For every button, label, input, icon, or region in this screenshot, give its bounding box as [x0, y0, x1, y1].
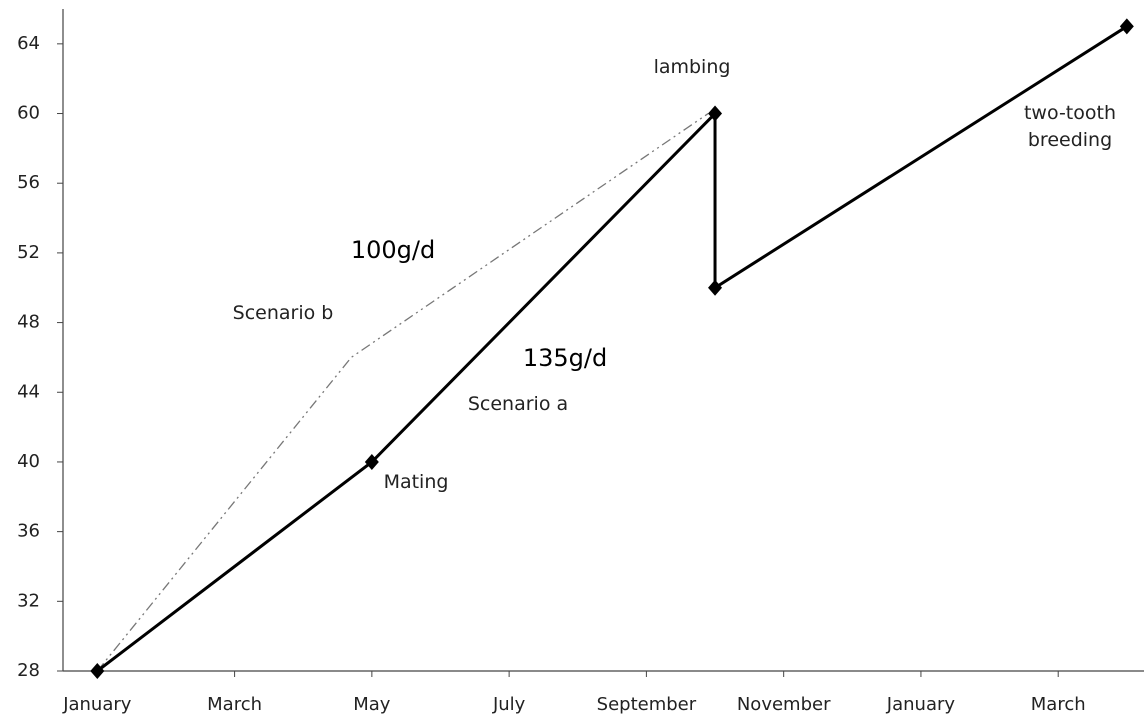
- y-tick-label: 52: [17, 242, 40, 263]
- x-tick-label: March: [207, 694, 262, 715]
- annotation: lambing: [653, 56, 731, 78]
- marker: [708, 279, 723, 296]
- y-tick-label: 40: [17, 451, 40, 472]
- y-tick-label: 32: [17, 590, 40, 611]
- x-tick-label: September: [597, 694, 697, 715]
- y-tick-label: 28: [17, 660, 40, 681]
- marker: [364, 453, 379, 470]
- marker: [1119, 18, 1134, 35]
- y-tick-label: 64: [17, 33, 40, 54]
- annotation: two-tooth breeding: [1023, 102, 1116, 151]
- y-tick-label: 44: [17, 381, 40, 402]
- annotation: 135g/d: [522, 344, 608, 372]
- x-tick-label: March: [1031, 694, 1086, 715]
- series-label: Scenario b: [232, 302, 334, 324]
- series-label: Scenario a: [467, 393, 569, 415]
- marker: [708, 105, 723, 122]
- x-tick-label: November: [737, 694, 831, 715]
- x-tick-label: July: [492, 694, 526, 715]
- x-tick-label: January: [62, 694, 132, 715]
- y-tick-label: 56: [17, 172, 40, 193]
- x-tick-label: May: [353, 694, 391, 715]
- annotation: 100g/d: [350, 236, 436, 264]
- y-tick-label: 60: [17, 103, 40, 124]
- y-tick-label: 48: [17, 312, 40, 333]
- marker: [90, 663, 105, 679]
- series-line: [96, 112, 709, 672]
- x-tick-label: January: [886, 694, 956, 715]
- series-line: [96, 25, 1128, 673]
- annotation: Mating: [383, 471, 449, 493]
- y-tick-label: 36: [17, 521, 40, 542]
